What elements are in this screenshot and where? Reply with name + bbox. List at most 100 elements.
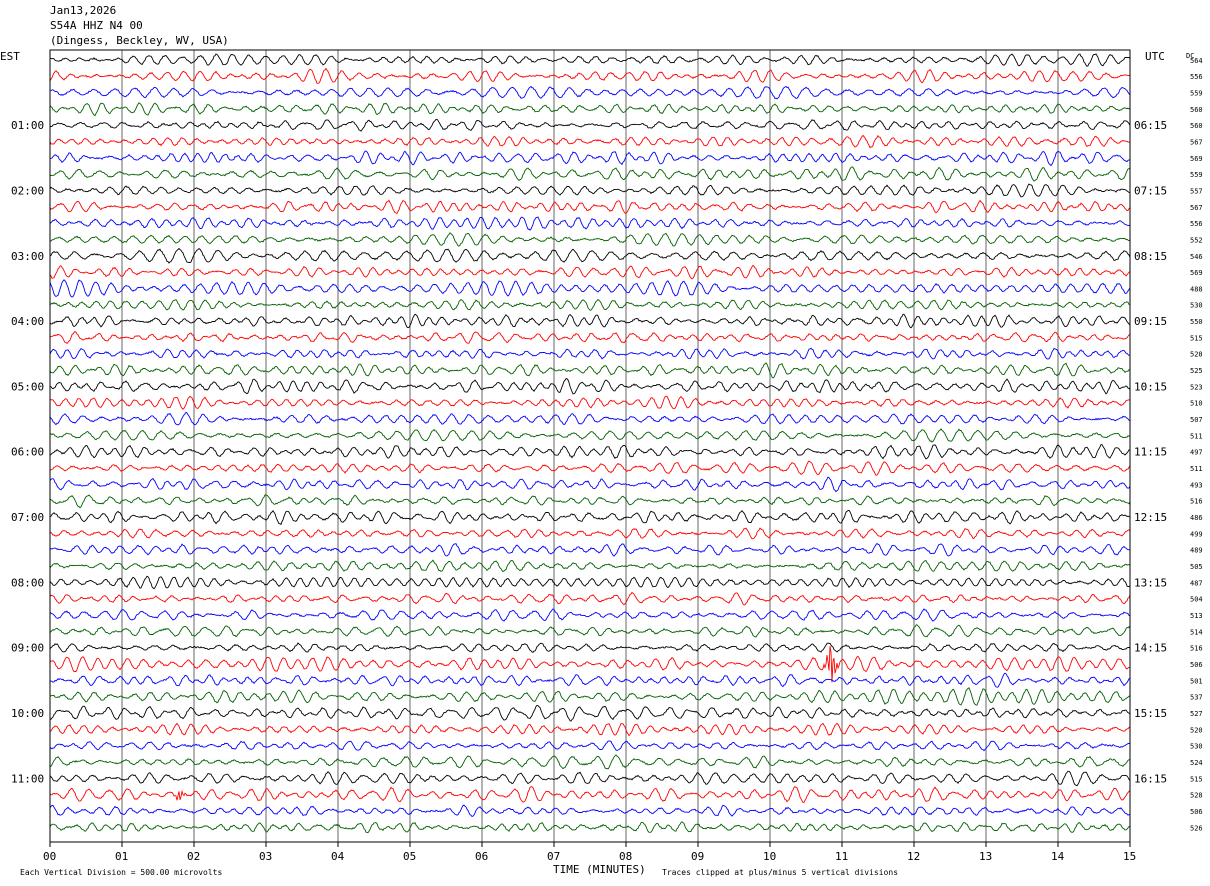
dc-value-label: 526 [1190, 824, 1203, 832]
x-tick-label: 07 [547, 850, 560, 863]
x-tick-label: 06 [475, 850, 488, 863]
dc-value-label: 493 [1190, 481, 1203, 489]
trace-line [49, 476, 1131, 493]
x-tick-label: 00 [43, 850, 56, 863]
dc-value-label: 556 [1190, 73, 1203, 81]
utc-hour-label: 13:15 [1134, 576, 1167, 589]
dc-value-label: 567 [1190, 204, 1203, 212]
utc-hour-label: 07:15 [1134, 184, 1167, 197]
trace-line [49, 821, 1131, 834]
dc-value-label: 527 [1190, 710, 1203, 718]
trace-line [49, 247, 1131, 264]
trace-line [49, 298, 1131, 311]
est-hour-label: 01:00 [11, 119, 44, 132]
trace-line [49, 85, 1131, 100]
trace-line [49, 687, 1131, 706]
x-axis-title: TIME (MINUTES) [553, 863, 646, 876]
est-hour-label: 03:00 [11, 250, 44, 263]
dc-value-label: 506 [1190, 808, 1203, 816]
x-tick-label: 05 [403, 850, 416, 863]
trace-line [49, 150, 1131, 167]
trace-line [49, 331, 1131, 344]
trace-line [49, 134, 1131, 149]
trace-line [49, 575, 1131, 590]
x-tick-label: 11 [835, 850, 848, 863]
dc-value-label: 514 [1190, 628, 1203, 636]
dc-value-label: 530 [1190, 743, 1203, 751]
dc-value-label: 559 [1190, 171, 1203, 179]
dc-value-label: 520 [1190, 726, 1203, 734]
utc-hour-label: 06:15 [1134, 119, 1167, 132]
trace-line [49, 395, 1131, 410]
dc-value-label: 489 [1190, 547, 1203, 555]
dc-value-label: 516 [1190, 645, 1203, 653]
trace-line [49, 672, 1131, 688]
header-date: Jan13,2026 [50, 4, 117, 17]
x-tick-label: 08 [619, 850, 632, 863]
dc-value-label: 550 [1190, 318, 1203, 326]
utc-axis-label: UTC [1145, 50, 1165, 63]
trace-line [49, 460, 1131, 476]
dc-value-label: 513 [1190, 612, 1203, 620]
x-tick-label: 03 [259, 850, 272, 863]
est-hour-label: 07:00 [11, 511, 44, 524]
dc-value-label: 515 [1190, 334, 1203, 342]
est-hour-label: 10:00 [11, 707, 44, 720]
dc-value-label: 528 [1190, 792, 1203, 800]
trace-line [49, 509, 1131, 526]
dc-value-label: 569 [1190, 155, 1203, 163]
utc-hour-label: 08:15 [1134, 250, 1167, 263]
dc-value-label: 510 [1190, 400, 1203, 408]
dc-value-label: 505 [1190, 563, 1203, 571]
x-tick-label: 10 [763, 850, 776, 863]
dc-value-label: 560 [1190, 106, 1203, 114]
dc-value-label: 560 [1190, 122, 1203, 130]
trace-line [49, 428, 1131, 443]
dc-value-label: 564 [1190, 57, 1203, 65]
trace-line [49, 608, 1131, 622]
dc-value-label: 569 [1190, 269, 1203, 277]
header-location: (Dingess, Beckley, WV, USA) [50, 34, 229, 47]
trace-line [49, 542, 1131, 557]
trace-line [49, 67, 1131, 84]
dc-value-label: 559 [1190, 89, 1203, 97]
trace-line [49, 199, 1131, 214]
dc-value-label: 530 [1190, 302, 1203, 310]
trace-line [50, 232, 1131, 247]
x-tick-label: 09 [691, 850, 704, 863]
dc-value-label: 567 [1190, 138, 1203, 146]
trace-line [49, 216, 1131, 231]
trace-line [49, 102, 1131, 117]
dc-value-label: 497 [1190, 449, 1203, 457]
dc-value-label: 515 [1190, 775, 1203, 783]
dc-value-label: 511 [1190, 465, 1203, 473]
est-hour-label: 05:00 [11, 380, 44, 393]
trace-line [49, 754, 1131, 770]
est-hour-label: 06:00 [11, 446, 44, 459]
utc-hour-label: 12:15 [1134, 511, 1167, 524]
seismogram-traces [49, 53, 1131, 834]
x-tick-label: 01 [115, 850, 128, 863]
trace-line [49, 591, 1131, 606]
vertical-scale-note: Each Vertical Division = 500.00 microvol… [20, 868, 222, 877]
trace-line [49, 785, 1131, 804]
dc-value-label: 552 [1190, 236, 1203, 244]
plot-frame [49, 49, 1131, 843]
trace-line [49, 362, 1131, 379]
x-tick-label: 14 [1051, 850, 1065, 863]
trace-line [49, 118, 1131, 132]
trace-line [49, 646, 1130, 683]
est-hour-label: 04:00 [11, 315, 44, 328]
utc-hour-label: 16:15 [1134, 772, 1167, 785]
utc-hour-label: 14:15 [1134, 642, 1167, 655]
x-tick-label: 04 [331, 850, 345, 863]
est-hour-label: 08:00 [11, 576, 44, 589]
x-tick-label: 02 [187, 850, 200, 863]
trace-line [49, 444, 1131, 460]
dc-value-label: 525 [1190, 367, 1203, 375]
trace-line [49, 704, 1131, 722]
x-tick-label: 15 [1123, 850, 1136, 863]
dc-value-label: 524 [1190, 759, 1203, 767]
trace-line [49, 347, 1131, 360]
